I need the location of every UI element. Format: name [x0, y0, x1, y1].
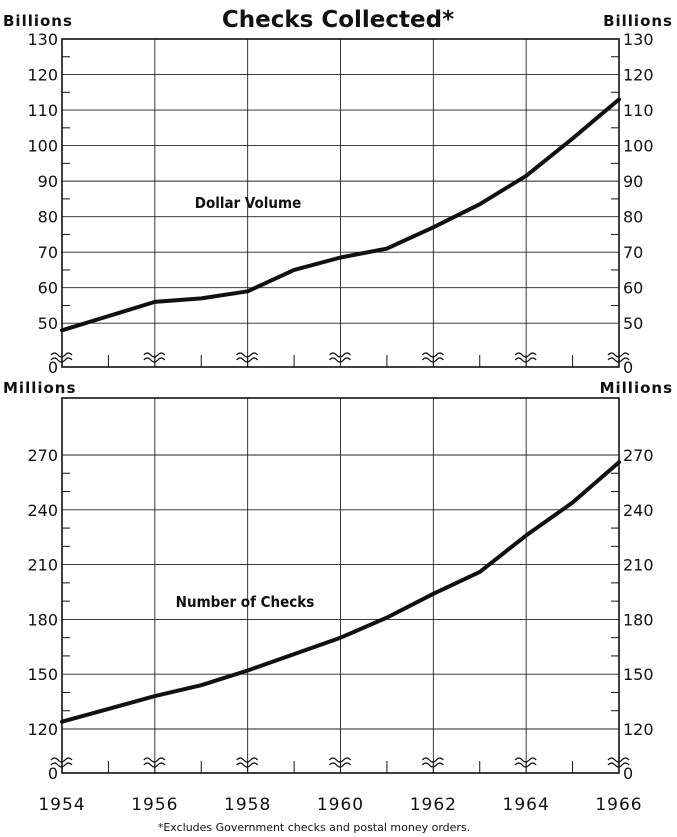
axis-break-icon	[421, 762, 444, 768]
y-tick-label-left: 120	[27, 720, 58, 739]
y-tick-label-left: 80	[38, 208, 58, 227]
top-left-unit-label: Billions	[3, 12, 73, 30]
y-tick-label-right: 130	[623, 30, 654, 49]
axis-break-icon	[329, 352, 351, 358]
chart-title: Checks Collected*	[222, 7, 454, 33]
y-tick-label-left: 70	[38, 243, 58, 262]
axis-break-icon	[143, 357, 166, 363]
axis-break-icon	[236, 762, 259, 768]
y-tick-label-left: 240	[27, 501, 58, 520]
y-tick-label-right: 90	[623, 172, 643, 191]
y-tick-label-left: 150	[27, 665, 58, 684]
y-tick-label-left: 90	[38, 172, 58, 191]
y-tick-label-left: 210	[27, 556, 58, 575]
y-tick-label-right: 210	[623, 556, 654, 575]
plot-frame	[61, 397, 620, 774]
y-tick-label-right: 50	[623, 314, 643, 333]
axis-break-icon	[421, 357, 444, 363]
x-tick-label: 1958	[224, 795, 271, 815]
number-of-checks-panel: 0 0 120 120 150 150 180 180 210 210 240 240 270 270	[27, 397, 654, 783]
axis-break-icon	[607, 357, 630, 363]
x-tick-label: 1956	[131, 795, 178, 815]
y-tick-label-left: 120	[27, 66, 58, 85]
axis-break-icon	[50, 762, 73, 768]
x-tick-label: 1960	[317, 795, 364, 815]
y-tick-label-right: 120	[623, 720, 654, 739]
y-tick-label-left: 130	[27, 30, 58, 49]
y-tick-label-right: 150	[623, 665, 654, 684]
axis-break-icon	[143, 762, 166, 768]
top-right-unit-label: Billions	[603, 12, 673, 30]
axis-break-icon	[236, 352, 259, 358]
y-tick-label-left: 100	[27, 137, 58, 156]
axis-break-icon	[514, 762, 537, 768]
y-tick-label-left: 110	[27, 101, 58, 120]
axis-break-icon	[329, 762, 351, 768]
y-tick-label-right: 180	[623, 610, 654, 629]
y-tick-label-left: 180	[27, 610, 58, 629]
axis-break-icon	[607, 757, 630, 763]
y-tick-label-right: 270	[623, 446, 654, 465]
axis-break-icon	[50, 352, 73, 358]
x-axis: 1954 1956 1958 1960 1962 1964 1966	[38, 795, 642, 815]
axis-break-icon	[50, 357, 73, 363]
axis-break-icon	[421, 352, 444, 358]
y-tick-label-right: 120	[623, 66, 654, 85]
axis-break-icon	[514, 757, 537, 763]
y-tick-label-right: 60	[623, 279, 643, 298]
bottom-right-unit-label: Millions	[600, 379, 673, 397]
y-tick-label-left: 50	[38, 314, 58, 333]
axis-break-icon	[236, 757, 259, 763]
axis-break-icon	[236, 357, 259, 363]
axis-break-icon	[514, 357, 537, 363]
x-tick-label: 1966	[595, 795, 642, 815]
y-tick-label-left: 270	[27, 446, 58, 465]
series-label-number-of-checks: Number of Checks	[176, 593, 315, 611]
axis-break-icon	[329, 357, 351, 363]
footnote: *Excludes Government checks and postal m…	[158, 821, 470, 834]
series-label-dollar-volume: Dollar Volume	[195, 194, 302, 212]
axis-break-icon	[607, 762, 630, 768]
y-tick-label-right: 0	[623, 358, 633, 377]
axis-break-icon	[421, 757, 444, 763]
y-tick-label-right: 100	[623, 137, 654, 156]
y-tick-label-left: 0	[48, 358, 58, 377]
y-tick-label-left: 0	[48, 764, 58, 783]
y-tick-label-right: 0	[623, 764, 633, 783]
bottom-left-unit-label: Millions	[3, 379, 76, 397]
plot-frame	[61, 38, 620, 368]
dollar-volume-panel: 0 0 50 50 60 60 70 70 80 80 90 90 100 100 110 110 120 120…	[27, 30, 653, 377]
x-tick-label: 1954	[38, 795, 85, 815]
axis-break-icon	[514, 352, 537, 358]
x-tick-label: 1962	[410, 795, 457, 815]
y-tick-label-right: 240	[623, 501, 654, 520]
x-tick-label: 1964	[503, 795, 550, 815]
axis-break-icon	[143, 757, 166, 763]
axis-break-icon	[607, 352, 630, 358]
y-tick-label-left: 60	[38, 279, 58, 298]
axis-break-icon	[50, 757, 73, 763]
y-tick-label-right: 110	[623, 101, 654, 120]
axis-break-icon	[329, 757, 351, 763]
axis-break-icon	[143, 352, 166, 358]
y-tick-label-right: 70	[623, 243, 643, 262]
y-tick-label-right: 80	[623, 208, 643, 227]
